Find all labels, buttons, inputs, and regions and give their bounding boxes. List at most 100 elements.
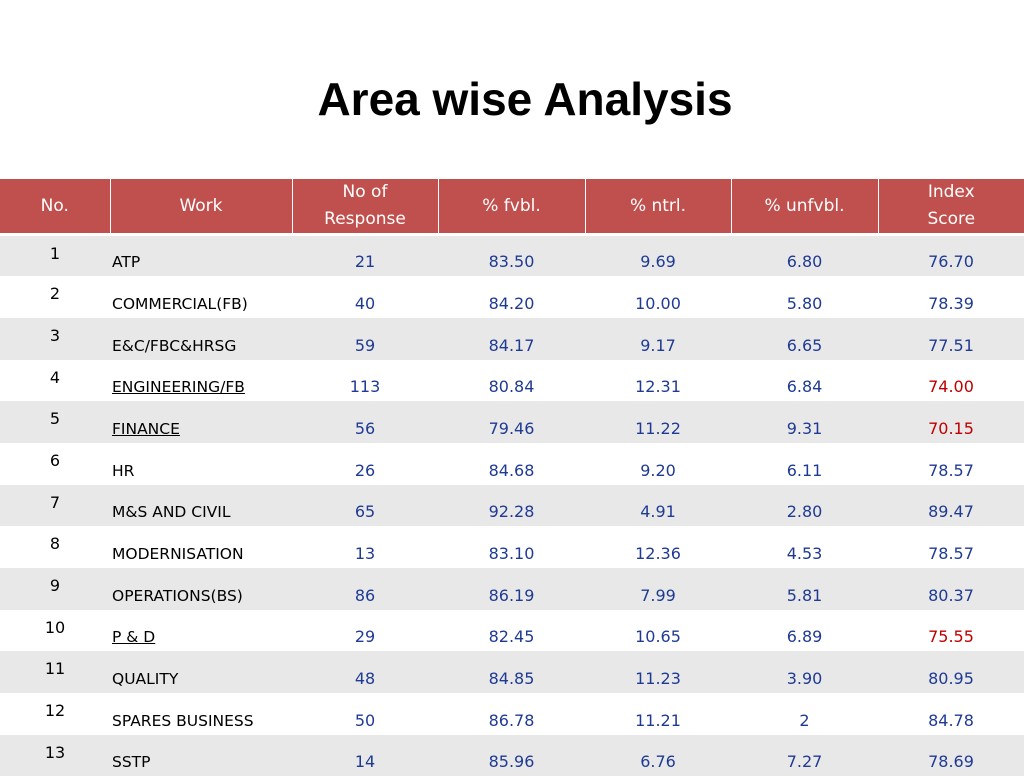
row-number: 8 — [50, 534, 60, 553]
work-area-cell: COMMERCIAL(FB) — [110, 276, 292, 318]
work-area[interactable]: P & D — [112, 628, 155, 646]
unfavourable-percent: 7.27 — [787, 752, 823, 771]
index-score: 74.00 — [928, 377, 974, 396]
index-score-cell: 74.00 — [878, 360, 1024, 402]
index-score-cell: 78.69 — [878, 735, 1024, 776]
header-fvbl: % fvbl. — [438, 179, 585, 235]
neutral-percent-cell: 6.76 — [585, 735, 731, 776]
work-area-cell: SSTP — [110, 735, 292, 776]
neutral-percent-cell: 7.99 — [585, 568, 731, 610]
row-number-cell: 7 — [0, 485, 110, 527]
neutral-percent: 12.36 — [635, 544, 681, 563]
neutral-percent: 11.23 — [635, 669, 681, 688]
neutral-percent-cell: 12.36 — [585, 526, 731, 568]
row-number: 2 — [50, 284, 60, 303]
work-area: ATP — [112, 253, 140, 271]
header-unfvbl: % unfvbl. — [731, 179, 878, 235]
work-area-cell: OPERATIONS(BS) — [110, 568, 292, 610]
response-count: 29 — [355, 627, 375, 646]
index-score-cell: 76.70 — [878, 235, 1024, 277]
work-area-cell: ATP — [110, 235, 292, 277]
index-score-cell: 78.39 — [878, 276, 1024, 318]
index-score-cell: 78.57 — [878, 443, 1024, 485]
index-score: 78.57 — [928, 544, 974, 563]
page-title: Area wise Analysis — [0, 72, 1024, 126]
unfavourable-percent-cell: 7.27 — [731, 735, 878, 776]
row-number-cell: 3 — [0, 318, 110, 360]
row-number-cell: 8 — [0, 526, 110, 568]
favourable-percent-cell: 82.45 — [438, 610, 585, 652]
favourable-percent: 86.78 — [489, 711, 535, 730]
index-score: 84.78 — [928, 711, 974, 730]
neutral-percent: 11.21 — [635, 711, 681, 730]
response-count-cell: 48 — [292, 651, 438, 693]
neutral-percent-cell: 4.91 — [585, 485, 731, 527]
response-count: 113 — [350, 377, 381, 396]
index-score: 77.51 — [928, 336, 974, 355]
neutral-percent-cell: 10.00 — [585, 276, 731, 318]
work-area-cell: MODERNISATION — [110, 526, 292, 568]
neutral-percent-cell: 11.21 — [585, 693, 731, 735]
work-area: HR — [112, 462, 134, 480]
work-area-cell: ENGINEERING/FB — [110, 360, 292, 402]
unfavourable-percent: 6.84 — [787, 377, 823, 396]
work-area-cell: SPARES BUSINESS — [110, 693, 292, 735]
favourable-percent-cell: 84.68 — [438, 443, 585, 485]
favourable-percent-cell: 86.19 — [438, 568, 585, 610]
response-count: 48 — [355, 669, 375, 688]
row-number: 7 — [50, 493, 60, 512]
header-no: No. — [0, 179, 110, 235]
response-count-cell: 59 — [292, 318, 438, 360]
unfavourable-percent: 3.90 — [787, 669, 823, 688]
work-area: SSTP — [112, 753, 151, 771]
response-count: 21 — [355, 252, 375, 271]
work-area-cell: M&S AND CIVIL — [110, 485, 292, 527]
favourable-percent: 86.19 — [489, 586, 535, 605]
work-area-cell: P & D — [110, 610, 292, 652]
response-count-cell: 13 — [292, 526, 438, 568]
unfavourable-percent: 5.81 — [787, 586, 823, 605]
favourable-percent: 84.20 — [489, 294, 535, 313]
favourable-percent: 79.46 — [489, 419, 535, 438]
unfavourable-percent-cell: 5.81 — [731, 568, 878, 610]
index-score: 75.55 — [928, 627, 974, 646]
unfavourable-percent-cell: 6.80 — [731, 235, 878, 277]
index-score: 78.57 — [928, 461, 974, 480]
response-count: 13 — [355, 544, 375, 563]
neutral-percent-cell: 11.22 — [585, 401, 731, 443]
index-score-cell: 80.95 — [878, 651, 1024, 693]
row-number-cell: 4 — [0, 360, 110, 402]
neutral-percent: 4.91 — [640, 502, 676, 521]
index-score: 78.69 — [928, 752, 974, 771]
work-area: QUALITY — [112, 670, 178, 688]
favourable-percent-cell: 84.85 — [438, 651, 585, 693]
index-score: 78.39 — [928, 294, 974, 313]
work-area[interactable]: ENGINEERING/FB — [112, 378, 245, 396]
neutral-percent: 7.99 — [640, 586, 676, 605]
favourable-percent: 92.28 — [489, 502, 535, 521]
favourable-percent-cell: 92.28 — [438, 485, 585, 527]
work-area-cell: QUALITY — [110, 651, 292, 693]
unfavourable-percent: 6.11 — [787, 461, 823, 480]
favourable-percent: 82.45 — [489, 627, 535, 646]
row-number-cell: 11 — [0, 651, 110, 693]
response-count-cell: 29 — [292, 610, 438, 652]
row-number: 1 — [50, 244, 60, 263]
work-area: MODERNISATION — [112, 545, 244, 563]
row-number: 6 — [50, 451, 60, 470]
index-score: 70.15 — [928, 419, 974, 438]
work-area[interactable]: FINANCE — [112, 420, 180, 438]
favourable-percent-cell: 80.84 — [438, 360, 585, 402]
response-count-cell: 21 — [292, 235, 438, 277]
response-count-cell: 26 — [292, 443, 438, 485]
row-number: 4 — [50, 368, 60, 387]
row-number-cell: 12 — [0, 693, 110, 735]
